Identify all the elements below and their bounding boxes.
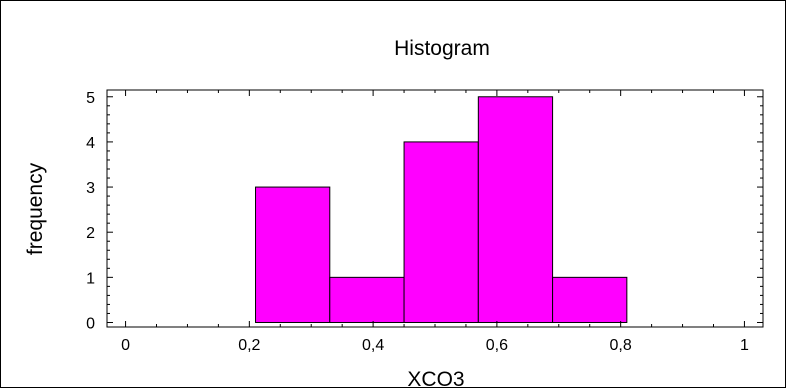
plot-area-border — [106, 89, 764, 328]
x-tick-label: 1 — [740, 337, 749, 354]
histogram-bar-1 — [329, 276, 405, 323]
histogram-bar-3 — [477, 96, 554, 323]
y-tick-label: 5 — [86, 90, 95, 107]
x-tick-label: 0 — [121, 337, 130, 354]
histogram-bar-4 — [552, 276, 628, 323]
x-axis-label: XCO3 — [407, 368, 464, 390]
y-tick-label: 3 — [86, 180, 95, 197]
x-tick-label: 0,4 — [362, 337, 384, 354]
ticks-layer: 0 0,2 0,4 0,6 0,8 1 0 1 2 3 4 5 — [86, 90, 763, 354]
histogram-bar-2 — [403, 141, 479, 323]
y-tick-label: 1 — [86, 270, 95, 287]
x-tick-label: 0,2 — [238, 337, 260, 354]
bars-layer — [255, 96, 628, 323]
histogram-bar-0 — [255, 186, 331, 323]
y-tick-label: 2 — [86, 225, 95, 242]
x-tick-label: 0,6 — [486, 337, 508, 354]
y-axis-label: frequency — [24, 162, 47, 255]
x-tick-label: 0,8 — [610, 337, 632, 354]
chart-title: Histogram — [394, 37, 490, 60]
y-tick-label: 4 — [86, 135, 95, 152]
y-tick-label: 0 — [86, 315, 95, 332]
